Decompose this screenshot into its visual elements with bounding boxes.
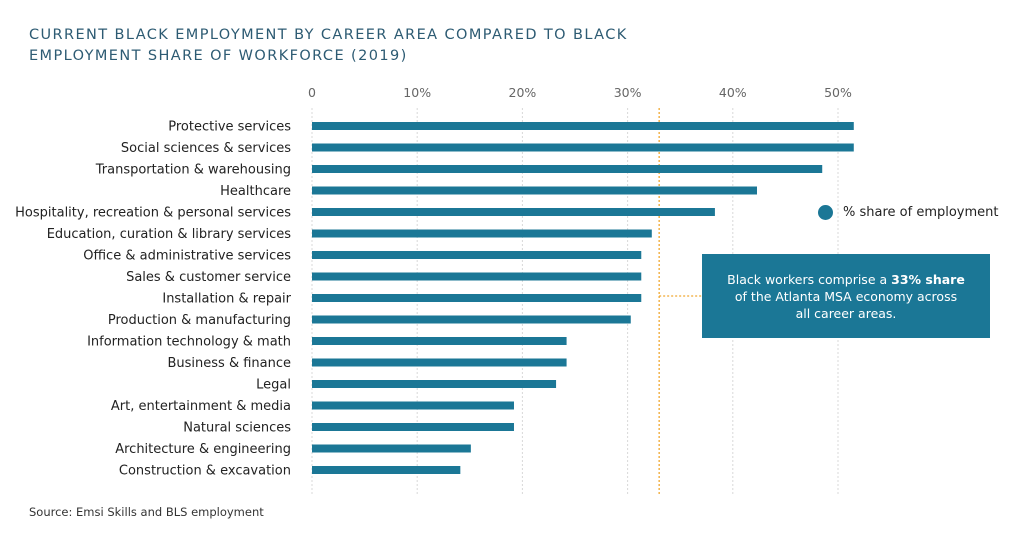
category-label: Social sciences & services [121, 141, 291, 156]
legend-marker [818, 205, 833, 220]
category-label: Production & manufacturing [108, 313, 291, 328]
bar [312, 358, 567, 367]
bar [312, 444, 471, 453]
bar [312, 272, 642, 281]
category-label: Sales & customer service [126, 270, 291, 285]
callout-prefix: Black workers comprise a [727, 271, 892, 287]
bar [312, 337, 567, 345]
chart-title-line-1: CURRENT BLACK EMPLOYMENT BY CAREER AREA … [29, 27, 628, 43]
x-tick-label: 50% [824, 85, 852, 100]
category-label: Legal [256, 378, 291, 393]
category-label: Installation & repair [162, 292, 291, 307]
category-label: Healthcare [220, 184, 291, 199]
bar [312, 294, 642, 302]
bar [312, 251, 642, 259]
category-labels: Protective services Social sciences & ser… [15, 120, 292, 479]
bar [312, 165, 823, 173]
callout-bold: 33% share [891, 271, 965, 287]
legend-label: % share of employment [843, 205, 999, 220]
bar [312, 423, 514, 431]
category-label: Office & administrative services [83, 249, 291, 264]
category-label: Construction & excavation [119, 464, 291, 479]
category-label: Education, curation & library services [47, 227, 292, 242]
bar [312, 229, 652, 238]
category-label: Information technology & math [87, 335, 291, 350]
x-axis-ticks: 0 10% 20% 30% 40% 50% [308, 85, 852, 100]
bar [312, 315, 631, 324]
x-tick-label: 0 [308, 85, 316, 100]
bar [312, 122, 854, 130]
x-tick-label: 20% [509, 85, 537, 100]
callout-line-3: all career areas. [795, 305, 897, 321]
bar [312, 380, 557, 388]
bar [312, 208, 715, 216]
x-tick-label: 40% [719, 85, 747, 100]
legend: % share of employment [818, 205, 999, 220]
category-label: Natural sciences [183, 421, 291, 436]
callout-box: Black workers comprise a 33% share of th… [702, 254, 990, 338]
x-tick-label: 10% [403, 85, 431, 100]
bar [312, 401, 514, 410]
category-label: Architecture & engineering [115, 442, 291, 457]
category-label: Transportation & warehousing [95, 163, 291, 178]
category-label: Art, entertainment & media [111, 399, 291, 414]
chart-title-line-2: EMPLOYMENT SHARE OF WORKFORCE (2019) [29, 48, 408, 64]
category-label: Hospitality, recreation & personal servi… [15, 206, 291, 221]
x-tick-label: 30% [614, 85, 642, 100]
bar [312, 143, 854, 152]
callout-line-2: of the Atlanta MSA economy across [734, 288, 958, 304]
bar [312, 186, 757, 195]
bars [312, 122, 854, 474]
callout-line-1: Black workers comprise a 33% share [702, 271, 990, 288]
bar [312, 466, 461, 474]
source-note: Source: Emsi Skills and BLS employment [29, 505, 264, 519]
category-label: Protective services [168, 120, 291, 135]
category-label: Business & finance [167, 356, 291, 371]
